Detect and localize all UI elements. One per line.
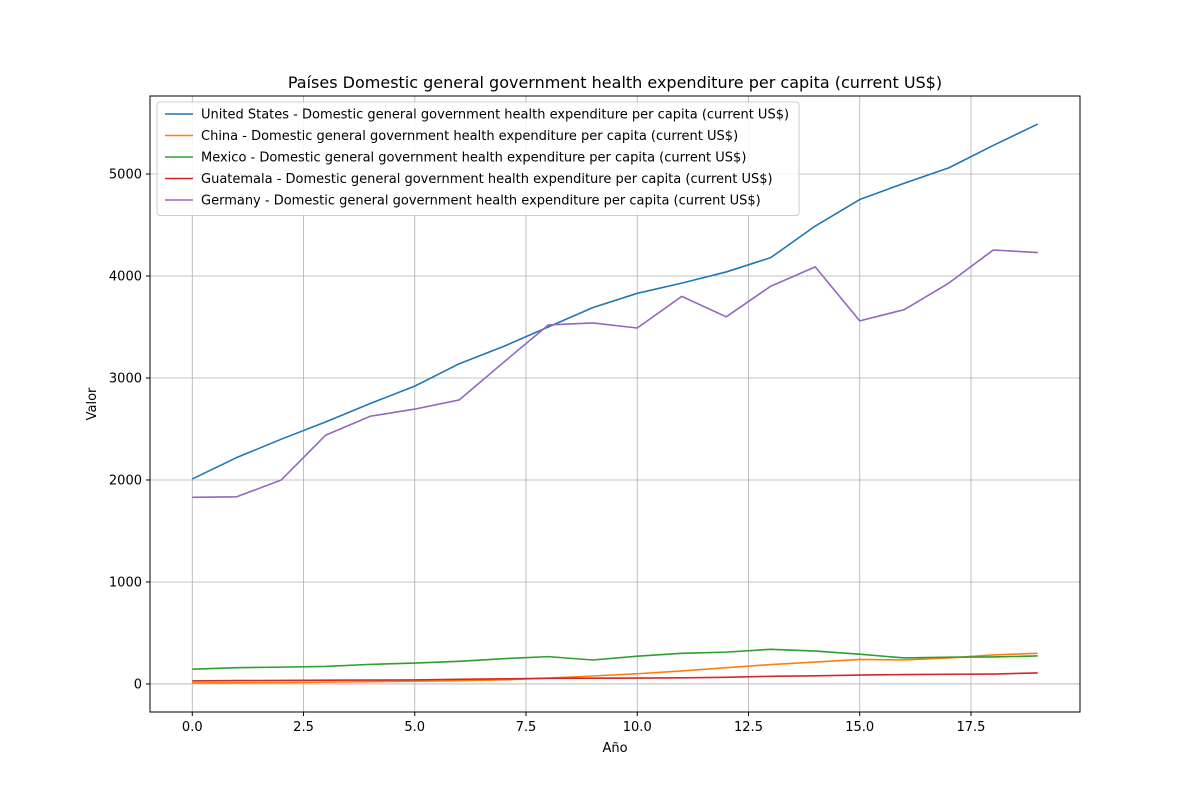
series-line (192, 652, 1038, 684)
plot-frame (149, 95, 1081, 713)
x-tick-label: 12.5 (734, 720, 763, 735)
legend: United States - Domestic general governm… (156, 101, 800, 216)
y-tick-label: 5000 (109, 168, 142, 183)
legend-label: Guatemala - Domestic general government … (201, 172, 773, 187)
legend-label: Mexico - Domestic general government hea… (201, 151, 746, 166)
x-axis: 0.0 2.5 5.0 7.5 10.0 12.5 15.0 17.5 (182, 712, 986, 735)
x-tick-label: 2.5 (293, 720, 314, 735)
legend-label: Germany - Domestic general government he… (201, 194, 761, 209)
x-axis-label: Año (602, 741, 627, 756)
legend-box (156, 101, 800, 216)
series-line (192, 672, 1038, 682)
series-line (192, 648, 1038, 670)
y-tick-label: 2000 (109, 473, 142, 488)
x-tick-label: 15.0 (845, 720, 874, 735)
legend-label: United States - Domestic general governm… (201, 108, 789, 123)
legend-label: China - Domestic general government heal… (201, 129, 738, 144)
x-tick-label: 17.5 (957, 720, 986, 735)
y-tick-label: 0 (134, 677, 142, 692)
chart-title: Países Domestic general government healt… (288, 73, 942, 92)
x-tick-label: 10.0 (623, 720, 652, 735)
y-axis: 0 1000 2000 3000 4000 5000 (109, 168, 150, 692)
y-tick-label: 3000 (109, 371, 142, 386)
series-line (192, 249, 1038, 499)
y-axis-label: Valor (85, 387, 100, 420)
series-lines (191, 123, 1039, 684)
y-tick-label: 4000 (109, 270, 142, 285)
x-tick-label: 0.0 (182, 720, 203, 735)
series-line (191, 123, 1039, 480)
x-tick-label: 7.5 (516, 720, 537, 735)
y-tick-label: 1000 (109, 575, 142, 590)
x-tick-label: 5.0 (404, 720, 425, 735)
